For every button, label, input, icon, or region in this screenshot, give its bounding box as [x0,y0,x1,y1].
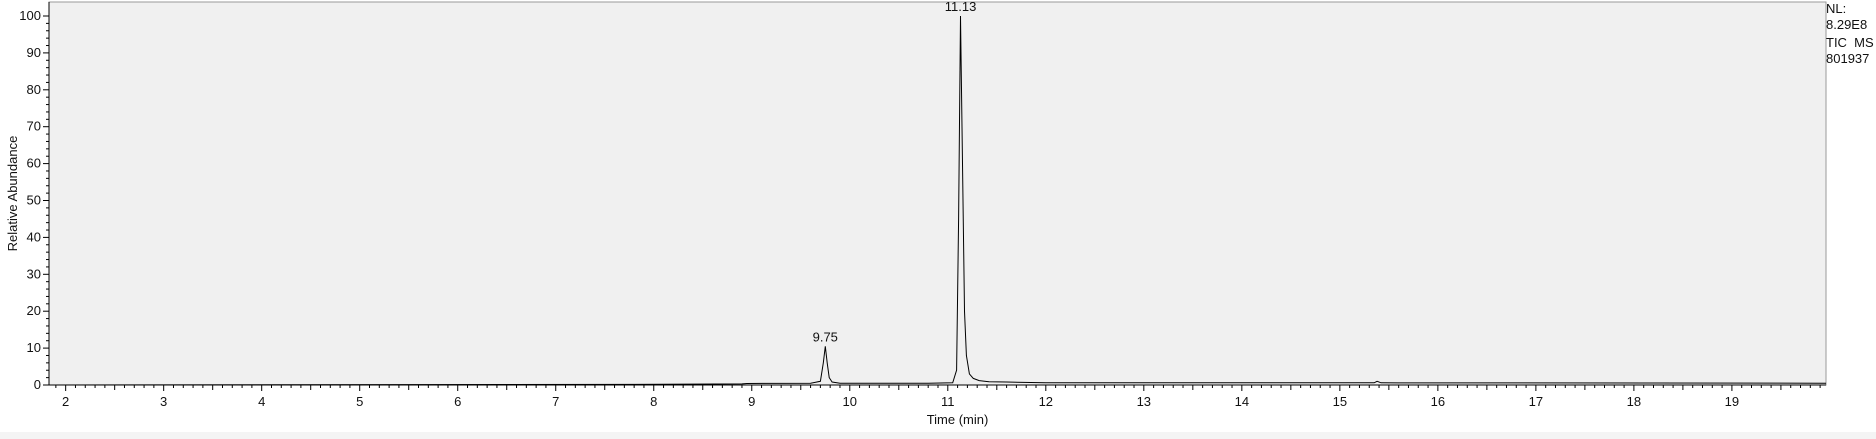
x-tick-label: 7 [552,394,559,409]
peak-label: 11.13 [945,0,977,14]
x-tick-label: 12 [1039,394,1053,409]
x-tick-label: 17 [1529,394,1543,409]
x-tick-label: 6 [454,394,461,409]
y-tick-label: 100 [19,8,41,23]
y-axis: 0 10 20 30 40 50 60 70 80 90 100 [19,2,50,392]
tic-trace-line [48,15,1827,386]
y-axis-label: Relative Abundance [5,136,20,252]
x-axis: 2 3 4 5 6 7 8 9 10 11 12 13 14 15 16 17 18 19 [49,384,1826,409]
y-tick-label: 50 [27,193,41,208]
nl-value: 8.29E8 [1826,17,1868,32]
y-tick-label: 90 [27,45,41,60]
x-tick-label: 19 [1725,394,1739,409]
bottom-strip [0,432,1876,439]
x-tick-label: 3 [160,394,167,409]
y-tick-label: 10 [27,340,41,355]
y-tick-label: 80 [27,82,41,97]
x-tick-label: 18 [1627,394,1641,409]
x-tick-label: 15 [1333,394,1347,409]
y-tick-label: 20 [27,303,41,318]
x-tick-label: 4 [258,394,265,409]
x-tick-label: 2 [62,394,69,409]
x-axis-label: Time (min) [927,412,989,427]
y-tick-label: 70 [27,119,41,134]
x-tick-label: 14 [1235,394,1249,409]
x-tick-label: 8 [650,394,657,409]
y-tick-label: 40 [27,229,41,244]
x-tick-label: 13 [1137,394,1151,409]
x-tick-label: 9 [748,394,755,409]
y-tick-label: 60 [27,156,41,171]
y-tick-label: 30 [27,266,41,281]
x-tick-label: 11 [941,394,955,409]
nl-label: NL: [1826,1,1847,16]
y-tick-label: 0 [34,377,41,392]
x-tick-label: 16 [1431,394,1445,409]
peak-label: 9.75 [813,329,838,344]
x-tick-label: 10 [843,394,857,409]
file-id: 801937 [1826,51,1870,66]
plot-area [48,1,1827,386]
x-tick-label: 5 [356,394,363,409]
peak-labels: 9.75 11.13 [813,0,977,344]
trace-type: TIC MS [1826,35,1874,50]
